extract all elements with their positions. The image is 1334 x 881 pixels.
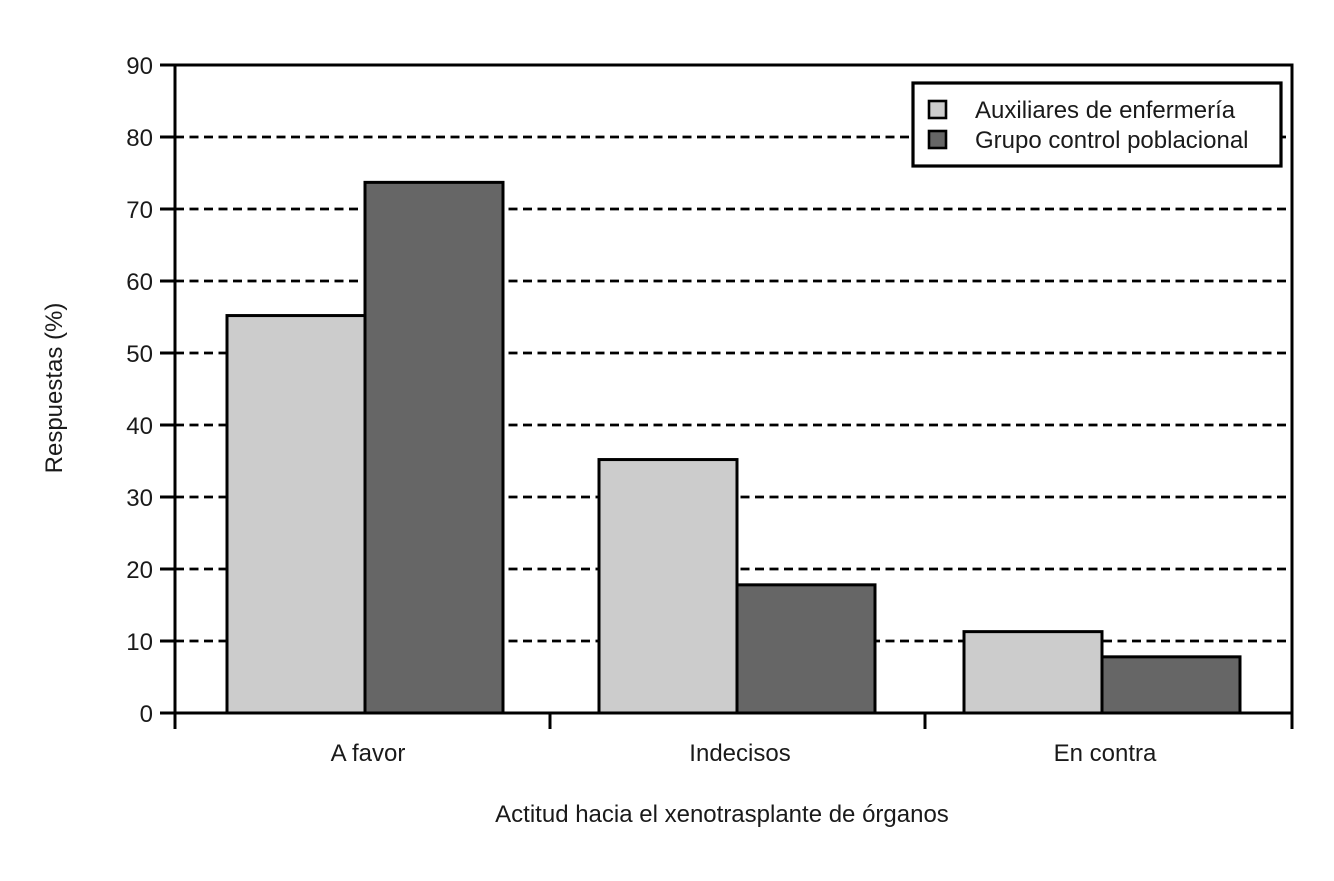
y-tick-label: 20 [126, 557, 153, 584]
y-tick-label: 40 [126, 413, 153, 440]
bar-series1 [962, 630, 1104, 715]
y-tick-label: 50 [126, 341, 153, 368]
y-tick-label: 60 [126, 269, 153, 296]
x-category-label: A favor [331, 740, 406, 767]
x-category-label: En contra [1054, 740, 1157, 767]
y-tick-label: 90 [126, 53, 153, 80]
bar-series1 [597, 458, 739, 715]
bar-series2 [1100, 655, 1242, 715]
legend-label: Grupo control poblacional [975, 127, 1249, 154]
plot-frame [173, 63, 1294, 715]
x-axis-title: Actitud hacia el xenotrasplante de órgan… [495, 801, 949, 828]
bar-series2 [363, 180, 505, 715]
legend-swatch [927, 99, 948, 120]
bar-series1 [225, 314, 367, 715]
bar-series2 [735, 583, 877, 715]
legend-swatch [927, 129, 948, 150]
legend-box [911, 81, 1283, 168]
y-tick-label: 70 [126, 197, 153, 224]
y-tick-label: 0 [140, 701, 153, 728]
y-tick-label: 30 [126, 485, 153, 512]
legend-label: Auxiliares de enfermería [975, 97, 1236, 124]
y-tick-label: 10 [126, 629, 153, 656]
y-tick-label: 80 [126, 125, 153, 152]
y-axis-title: Respuestas (%) [41, 303, 68, 474]
x-category-label: Indecisos [689, 740, 790, 767]
